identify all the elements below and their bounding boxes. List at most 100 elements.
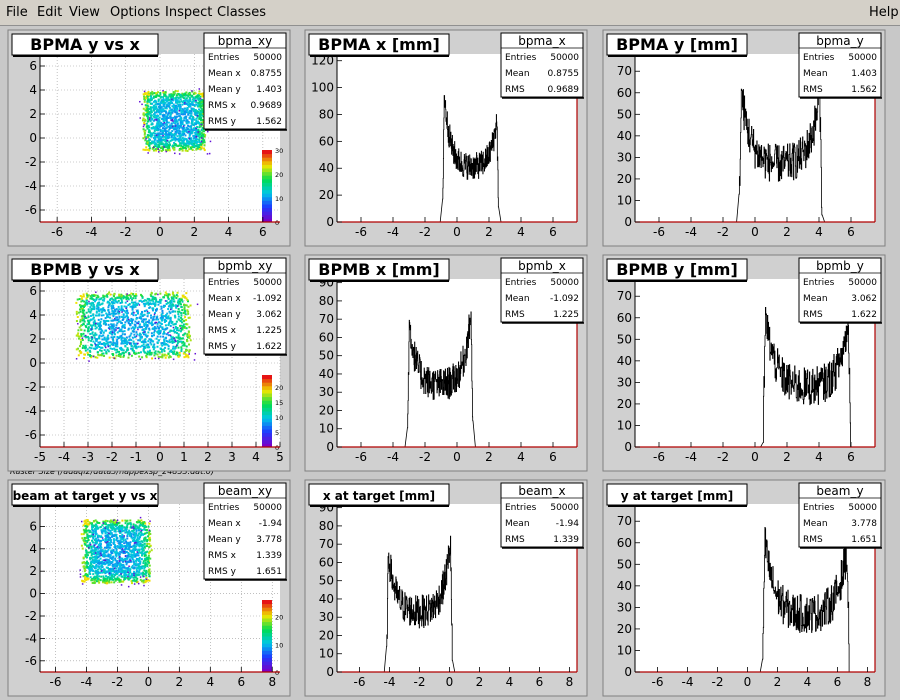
heatmap-cell [93, 305, 96, 308]
heatmap-cell [106, 336, 109, 339]
heatmap-cell [187, 330, 190, 333]
heatmap-cell [104, 570, 107, 573]
heatmap-cell [110, 574, 113, 577]
heatmap-cell [173, 146, 176, 149]
menu-inspect[interactable]: Inspect [165, 5, 213, 20]
heatmap-cell [146, 565, 149, 568]
heatmap-cell [139, 332, 142, 335]
heatmap-cell [156, 330, 159, 333]
heatmap-cell [81, 337, 84, 339]
heatmap-cell [111, 348, 114, 351]
heatmap-cell [157, 136, 160, 139]
heatmap-cell [154, 119, 156, 121]
x-tick-label: 0 [156, 450, 164, 464]
heatmap-cell [185, 122, 188, 125]
heatmap-cell [147, 579, 150, 582]
heatmap-cell [176, 332, 179, 335]
heatmap-cell [163, 331, 166, 334]
heatmap-cell [114, 577, 117, 580]
heatmap-cell [98, 546, 101, 549]
heatmap-cell [190, 108, 193, 111]
heatmap-cell [172, 98, 175, 101]
heatmap-cell [101, 329, 104, 332]
heatmap-cell [112, 542, 115, 545]
heatmap-cell [116, 545, 119, 548]
heatmap-cell [188, 102, 191, 105]
heatmap-cell [170, 100, 173, 103]
heatmap-cell [178, 354, 181, 357]
heatmap-cell [106, 520, 109, 523]
heatmap-cell [109, 541, 112, 544]
heatmap-cell [171, 98, 173, 101]
palette-step [262, 186, 272, 191]
heatmap-cell [155, 94, 158, 97]
stats-box-frame [203, 32, 287, 130]
heatmap-cell [106, 577, 109, 580]
heatmap-cell [146, 560, 149, 563]
heatmap-cell [92, 532, 95, 535]
heatmap-cell [134, 554, 137, 557]
heatmap-cell [114, 342, 117, 345]
y-tick-label: 10 [319, 647, 334, 661]
heatmap-cell [134, 326, 137, 329]
heatmap-cell [93, 321, 96, 324]
palette-step [262, 628, 272, 633]
heatmap-cell [161, 354, 164, 357]
heatmap-cell [92, 305, 95, 308]
menu-classes[interactable]: Classes [217, 5, 266, 20]
heatmap-cell [187, 331, 190, 334]
heatmap-cell [138, 334, 141, 337]
heatmap-cell [155, 129, 158, 132]
menu-options[interactable]: Options [110, 5, 161, 20]
heatmap-cell [139, 544, 142, 547]
x-tick-label: -4 [80, 675, 92, 689]
x-tick-label: 4 [815, 225, 823, 239]
heatmap-cell [145, 576, 148, 579]
heatmap-cell [142, 137, 145, 140]
heatmap-cell [126, 519, 129, 522]
stats-label: Mean [803, 519, 828, 529]
heatmap-cell [152, 146, 155, 149]
heatmap-cell [149, 322, 152, 325]
y-tick-label: 0 [29, 356, 37, 370]
y-tick-label: 30 [617, 600, 632, 614]
heatmap-cell [144, 525, 147, 528]
menu-edit[interactable]: Edit [37, 5, 63, 20]
heatmap-cell [116, 350, 119, 353]
heatmap-cell [200, 114, 203, 117]
stats-name: bpmb_xy [218, 259, 273, 273]
heatmap-cell [122, 295, 125, 298]
heatmap-cell [154, 125, 157, 128]
heatmap-cell [148, 311, 151, 314]
menu-help[interactable]: Help [869, 5, 899, 20]
heatmap-cell [151, 295, 154, 298]
heatmap-cell [181, 132, 184, 135]
x-tick-label: -4 [387, 450, 399, 464]
heatmap-cell [165, 100, 168, 103]
heatmap-cell [160, 350, 163, 353]
heatmap-cell [146, 320, 149, 323]
heatmap-cell [192, 116, 195, 119]
heatmap-cell [127, 341, 130, 344]
heatmap-cell [110, 319, 113, 322]
heatmap-cell [80, 328, 83, 331]
palette-step [262, 411, 272, 416]
heatmap-cell [157, 100, 160, 103]
heatmap-cell [161, 353, 164, 356]
root-canvas[interactable]: Raster Size (/adaql2/data3/happexsp_2485… [0, 26, 900, 700]
heatmap-cell [115, 550, 118, 553]
heatmap-cell [159, 331, 162, 334]
stats-label: Entries [208, 503, 240, 513]
menu-file[interactable]: File [6, 5, 28, 20]
heatmap-cell [87, 577, 90, 580]
menu-view[interactable]: View [69, 5, 100, 20]
